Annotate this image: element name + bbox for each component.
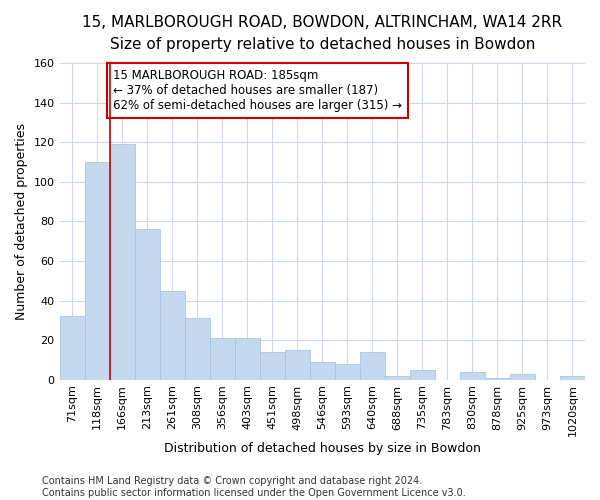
X-axis label: Distribution of detached houses by size in Bowdon: Distribution of detached houses by size …	[164, 442, 481, 455]
Bar	[360, 352, 385, 380]
Bar	[285, 350, 310, 380]
Y-axis label: Number of detached properties: Number of detached properties	[15, 123, 28, 320]
Bar	[85, 162, 110, 380]
Bar	[134, 230, 160, 380]
Text: Contains HM Land Registry data © Crown copyright and database right 2024.
Contai: Contains HM Land Registry data © Crown c…	[42, 476, 466, 498]
Text: 15 MARLBOROUGH ROAD: 185sqm
← 37% of detached houses are smaller (187)
62% of se: 15 MARLBOROUGH ROAD: 185sqm ← 37% of det…	[113, 69, 403, 112]
Bar	[59, 316, 85, 380]
Bar	[510, 374, 535, 380]
Bar	[235, 338, 260, 380]
Bar	[485, 378, 510, 380]
Bar	[110, 144, 134, 380]
Bar	[385, 376, 410, 380]
Title: 15, MARLBOROUGH ROAD, BOWDON, ALTRINCHAM, WA14 2RR
Size of property relative to : 15, MARLBOROUGH ROAD, BOWDON, ALTRINCHAM…	[82, 15, 562, 52]
Bar	[335, 364, 360, 380]
Bar	[310, 362, 335, 380]
Bar	[460, 372, 485, 380]
Bar	[185, 318, 209, 380]
Bar	[260, 352, 285, 380]
Bar	[410, 370, 435, 380]
Bar	[160, 290, 185, 380]
Bar	[209, 338, 235, 380]
Bar	[560, 376, 585, 380]
